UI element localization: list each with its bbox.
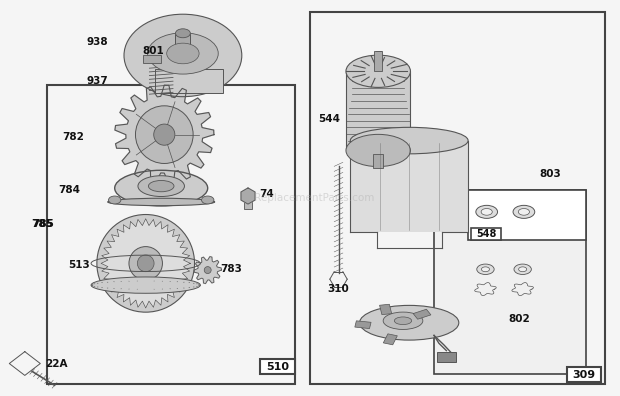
- Ellipse shape: [148, 33, 218, 74]
- Bar: [155, 69, 223, 93]
- Text: 513: 513: [68, 260, 90, 270]
- Ellipse shape: [129, 247, 162, 280]
- Bar: [437, 352, 456, 362]
- Ellipse shape: [346, 55, 410, 88]
- Text: 938: 938: [87, 36, 108, 47]
- Bar: [379, 304, 392, 315]
- Polygon shape: [194, 257, 221, 284]
- Ellipse shape: [476, 206, 498, 218]
- Polygon shape: [115, 85, 214, 184]
- Text: 310: 310: [327, 284, 350, 294]
- Ellipse shape: [167, 43, 199, 64]
- Bar: [310, 12, 604, 384]
- Ellipse shape: [154, 124, 175, 145]
- Ellipse shape: [175, 29, 190, 38]
- Ellipse shape: [97, 215, 195, 312]
- Bar: [175, 34, 190, 59]
- Ellipse shape: [138, 176, 185, 196]
- Ellipse shape: [513, 206, 534, 218]
- Ellipse shape: [204, 267, 211, 274]
- Ellipse shape: [394, 317, 412, 325]
- Text: 784: 784: [59, 185, 81, 195]
- Ellipse shape: [108, 198, 215, 206]
- Ellipse shape: [137, 255, 154, 272]
- Text: 783: 783: [220, 264, 242, 274]
- Ellipse shape: [360, 305, 459, 340]
- Text: 22A: 22A: [45, 359, 67, 369]
- Polygon shape: [350, 141, 468, 232]
- Circle shape: [108, 196, 121, 204]
- Text: 510: 510: [266, 362, 289, 372]
- Circle shape: [202, 196, 214, 204]
- Bar: [260, 359, 294, 374]
- Bar: [143, 55, 161, 63]
- Bar: [471, 228, 501, 240]
- Text: 803: 803: [539, 169, 561, 179]
- Text: ©ReplacementParts.com: ©ReplacementParts.com: [245, 193, 375, 203]
- Bar: [567, 367, 601, 382]
- Ellipse shape: [481, 209, 492, 215]
- Text: 782: 782: [62, 131, 84, 142]
- Text: 548: 548: [476, 228, 496, 239]
- Polygon shape: [241, 188, 255, 204]
- Ellipse shape: [91, 277, 200, 293]
- Text: 801: 801: [143, 46, 164, 57]
- Bar: [383, 334, 397, 345]
- Bar: [374, 51, 382, 71]
- Text: 309: 309: [573, 369, 596, 380]
- Bar: [373, 154, 383, 168]
- Ellipse shape: [518, 209, 529, 215]
- Text: 937: 937: [87, 76, 108, 86]
- Bar: [434, 190, 586, 374]
- Bar: [46, 85, 294, 384]
- Text: 802: 802: [508, 314, 530, 324]
- Text: 785: 785: [33, 219, 55, 229]
- Bar: [346, 71, 410, 150]
- Ellipse shape: [124, 14, 242, 97]
- Bar: [468, 190, 586, 240]
- Ellipse shape: [346, 134, 410, 167]
- Ellipse shape: [148, 181, 174, 192]
- Ellipse shape: [477, 264, 494, 274]
- Ellipse shape: [149, 62, 173, 70]
- Ellipse shape: [136, 106, 193, 164]
- Ellipse shape: [149, 92, 173, 100]
- Bar: [355, 321, 371, 329]
- Ellipse shape: [383, 312, 423, 329]
- Bar: [413, 309, 431, 319]
- Bar: [244, 196, 252, 209]
- Polygon shape: [101, 219, 190, 308]
- Ellipse shape: [518, 267, 526, 272]
- Ellipse shape: [115, 170, 208, 206]
- Text: 785: 785: [31, 219, 53, 229]
- Ellipse shape: [514, 264, 531, 274]
- Ellipse shape: [482, 267, 490, 272]
- Ellipse shape: [350, 128, 468, 154]
- Text: 544: 544: [318, 114, 340, 124]
- Bar: [149, 66, 173, 96]
- Text: 74: 74: [259, 189, 274, 199]
